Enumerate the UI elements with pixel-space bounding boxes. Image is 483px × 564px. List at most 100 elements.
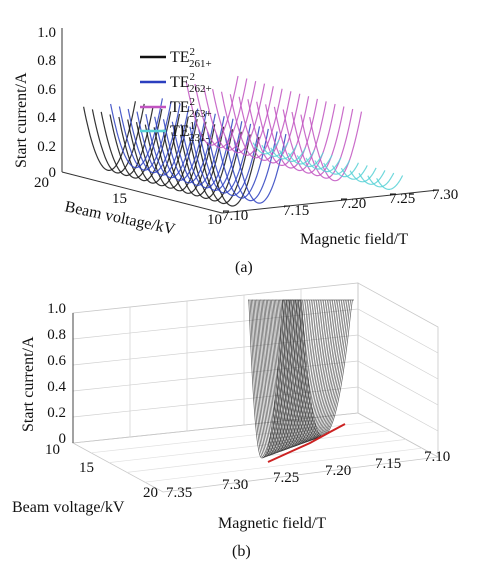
surface-line (285, 299, 335, 443)
panel-b-y-tick: 10 (45, 442, 60, 458)
surface-line (281, 299, 329, 445)
surface-line-231- (279, 147, 307, 162)
panel-b-caption: (b) (232, 543, 251, 560)
surface-line-262+ (189, 121, 243, 191)
panel-a-surfaces (83, 75, 404, 207)
surface-line-263+ (282, 103, 336, 174)
surface-line-231- (305, 154, 333, 170)
grid-line-z (72, 308, 359, 340)
surface-line-262+ (127, 103, 181, 174)
panel-a-y-tick: 10 (207, 212, 222, 228)
grid-line-z (357, 386, 439, 432)
surface-line-231- (287, 149, 315, 165)
panel-b-z-axis-label: Start current/A (20, 336, 37, 432)
panel-a-legend: TE2 261+ TE2 262+ TE2 263+ TE1 231- (140, 46, 212, 144)
panel-b-surface (248, 299, 354, 463)
panel-a-x-tick: 7.15 (283, 203, 309, 219)
surface-line (265, 299, 308, 452)
surface-line-263+ (273, 101, 327, 172)
surface-line-262+ (110, 98, 163, 169)
surface-line-263+ (212, 83, 266, 154)
panel-a-x-tick: 7.25 (389, 191, 415, 207)
surface-line-231- (376, 175, 404, 190)
surface-line (270, 299, 315, 449)
panel-a: 1.0 0.8 0.6 0.4 0.2 0 20 15 10 7.10 7.15… (13, 25, 458, 276)
surface-line-262+ (198, 123, 252, 194)
grid-line-floor (108, 430, 391, 463)
panel-a-y-tick: 20 (34, 175, 49, 191)
surface-line-263+ (229, 88, 283, 159)
surface-line (293, 299, 345, 440)
surface-line (274, 299, 320, 448)
surface-line (276, 299, 322, 447)
legend-label-te261: TE2 261+ (170, 46, 212, 70)
surface-line-263+ (185, 75, 239, 146)
panel-b-y-axis-label: Beam voltage/kV (12, 499, 125, 516)
surface-line (280, 299, 328, 445)
panel-a-z-tick: 0 (49, 165, 57, 181)
grid-line-z (72, 334, 359, 366)
panel-b-z-tick: 0.6 (47, 353, 66, 369)
panel-b: 1.0 0.8 0.6 0.4 0.2 0 10 15 20 7.35 7.30… (12, 282, 450, 560)
panel-a-y-tick: 15 (112, 191, 127, 207)
panel-b-y-tick: 20 (143, 485, 158, 501)
surface-line-262+ (233, 133, 287, 204)
surface-line (289, 299, 340, 441)
surface-line-263+ (238, 91, 292, 162)
surface-line-263+ (291, 106, 345, 177)
surface-line (277, 299, 324, 446)
surface-line-262+ (154, 110, 208, 181)
surface-line-263+ (203, 80, 257, 151)
surface-line-262+ (136, 105, 190, 176)
panel-b-x-axis-label: Magnetic field/T (218, 515, 326, 532)
surface-line-231- (314, 157, 342, 173)
surface-line (292, 299, 344, 440)
panel-b-x-tick: 7.30 (222, 477, 248, 493)
surface-line-263+ (256, 96, 310, 166)
surface-line (296, 299, 349, 439)
surface-line (264, 299, 306, 452)
panel-b-x-tick: 7.20 (325, 463, 351, 479)
legend-label-te231: TE1 231- (170, 120, 210, 144)
surface-line (290, 299, 342, 441)
panel-a-z-tick: 1.0 (37, 25, 56, 41)
surface-line-231- (331, 162, 359, 178)
surface-line (278, 299, 326, 446)
surface-line-263+ (247, 93, 301, 164)
panel-a-z-tick: 0.4 (37, 110, 56, 126)
grid-line-floor (126, 439, 407, 473)
surface-line (252, 299, 290, 457)
surface-line-263+ (300, 108, 354, 179)
panel-b-z-tick: 0.2 (47, 405, 66, 421)
panel-a-x-axis-line (221, 189, 439, 214)
panel-a-y-axis-line (61, 171, 223, 214)
panel-b-z-tick: 0.8 (47, 327, 66, 343)
surface-line-263+ (265, 98, 318, 169)
panel-a-z-axis-label: Start current/A (13, 72, 30, 168)
panel-b-x-tick: 7.25 (273, 470, 299, 486)
surface-line-262+ (215, 128, 269, 199)
panel-b-z-tick: 0.4 (47, 379, 66, 395)
panel-b-z-tick: 0 (59, 431, 67, 447)
surface-line-262+ (145, 108, 199, 179)
surface-line-262+ (224, 131, 278, 202)
panel-a-z-tick: 0.8 (37, 53, 56, 69)
panel-a-z-tick: 0.2 (37, 139, 56, 155)
grid-line-z (357, 308, 439, 354)
surface-line (253, 299, 292, 457)
legend-label-te263: TE2 263+ (170, 96, 212, 120)
surface-line-231- (261, 142, 289, 157)
surface-line (273, 299, 319, 448)
surface-line-231- (270, 144, 298, 160)
surface-line-231- (340, 165, 368, 180)
panel-a-x-tick: 7.30 (432, 187, 458, 203)
panel-a-caption: (a) (235, 259, 253, 276)
panel-b-x-tick: 7.10 (424, 449, 450, 465)
surface-line (286, 299, 337, 442)
panel-a-x-tick: 7.20 (340, 196, 366, 212)
grid-line-z (357, 334, 439, 380)
surface-line (282, 299, 331, 444)
surface-line (257, 299, 297, 455)
surface-line-263+ (309, 111, 363, 182)
